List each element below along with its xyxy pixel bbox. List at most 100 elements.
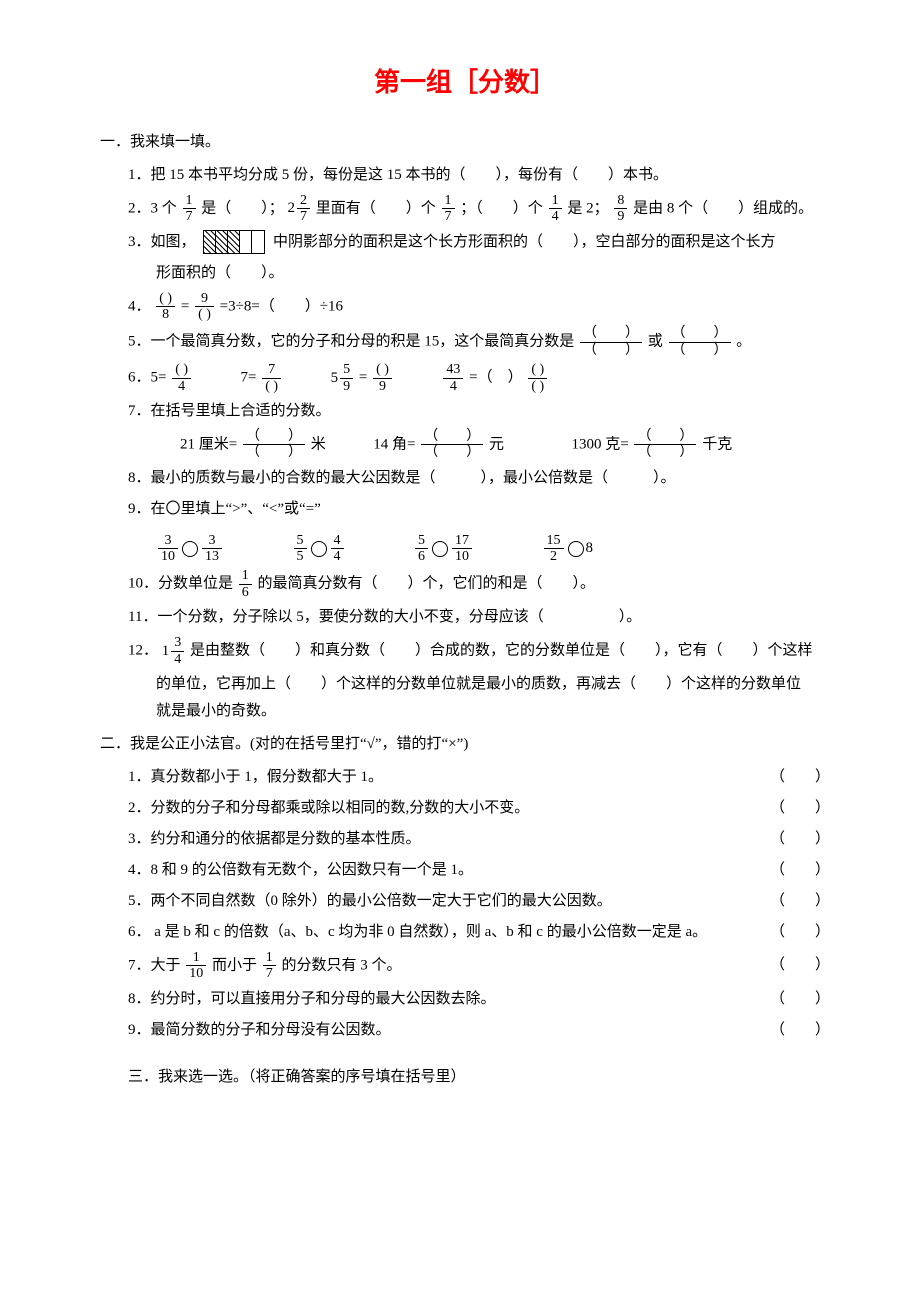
s1-q3: 3．如图， 中阴影部分的面积是这个长方形面积的（ ），空白部分的面积是这个长方 (128, 229, 830, 256)
text: 是（ ）； (201, 200, 284, 216)
text: 或 (648, 334, 663, 350)
text: 1300 克= (571, 436, 628, 452)
s1-q11: 11．一个分数，分子除以 5，要使分数的大小不变，分母应该（ ）。 (128, 604, 830, 631)
blank-fraction: （ ）（ ） (421, 429, 483, 461)
section2-head: 二．我是公正小法官。(对的在括号里打“√”，错的打“×”) (100, 731, 830, 758)
s1-q12: 12． 134 是由整数（ ）和真分数（ ）合成的数，它的分数单位是（ ），它有… (128, 635, 830, 667)
s2-q2: 2．分数的分子和分母都乘或除以相同的数,分数的大小不变。（ ） (128, 795, 830, 822)
tf-blank: （ ） (760, 826, 830, 853)
fraction: 16 (239, 568, 252, 600)
text: = (359, 369, 367, 385)
s1-q7: 21 厘米= （ ）（ ） 米 14 角= （ ）（ ） 元 1300 克= （… (180, 429, 830, 461)
section3-head: 三．我来选一选。（将正确答案的序号填在括号里） (128, 1064, 830, 1091)
text: 12． (128, 643, 158, 659)
s2-q7: 7．大于 110 而小于 17 的分数只有 3 个。 （ ） (128, 950, 830, 982)
mixed-number: 134 (162, 635, 187, 667)
text: 3．如图， (128, 234, 196, 250)
tf-text: 9．最简分数的分子和分母没有公因数。 (128, 1017, 760, 1044)
s2-q5: 5．两个不同自然数（0 除外）的最小公倍数一定大于它们的最大公因数。（ ） (128, 888, 830, 915)
tf-blank: （ ） (760, 986, 830, 1013)
s1-q4: 4． ( )8 = 9( ) =3÷8=（ ）÷16 (128, 291, 830, 323)
text: 7= (241, 369, 257, 385)
text: 8 (586, 535, 594, 562)
text: 元 (489, 436, 504, 452)
fraction: 7( ) (262, 362, 281, 394)
text: 是由整数（ ）和真分数（ ）合成的数，它的分数单位是（ ），它有（ ）个这样 (190, 643, 813, 659)
fraction: 56 (415, 533, 428, 565)
text: 是 2； (567, 200, 608, 216)
page-title: 第一组［分数］ (100, 60, 830, 107)
text: 5．一个最简真分数，它的分子和分母的积是 15，这个最简真分数是 (128, 334, 574, 350)
blank-fraction: （ ）（ ） (669, 326, 731, 358)
s1-q6: 6．5= ( )4 7= 7( ) 559 = ( )9 434 =（ ） ( … (128, 362, 830, 394)
tf-text: 3．约分和通分的依据都是分数的基本性质。 (128, 826, 760, 853)
fraction: 434 (443, 362, 463, 394)
s2-q4: 4．8 和 9 的公倍数有无数个，公因数只有一个是 1。（ ） (128, 857, 830, 884)
circle-blank-icon (182, 541, 198, 557)
tf-text: 6． a 是 b 和 c 的倍数（a、b、c 均为非 0 自然数），则 a、b … (128, 919, 760, 946)
text: = (181, 298, 189, 314)
s1-q1: 1．把 15 本书平均分成 5 份，每份是这 15 本书的（ ），每份有（ ）本… (128, 162, 830, 189)
s1-q7-head: 7．在括号里填上合适的分数。 (128, 398, 830, 425)
s1-q12-cont2: 就是最小的奇数。 (156, 698, 830, 725)
s1-q9: 310 313 55 44 56 1710 152 8 (156, 527, 830, 565)
fraction: 310 (158, 533, 178, 565)
s2-q8: 8．约分时，可以直接用分子和分母的最大公因数去除。（ ） (128, 986, 830, 1013)
s1-q8: 8．最小的质数与最小的合数的最大公因数是（ ），最小公倍数是（ ）。 (128, 465, 830, 492)
text: 千克 (702, 436, 732, 452)
fraction: ( )( ) (528, 362, 547, 394)
blank-fraction: （ ）（ ） (243, 429, 305, 461)
fraction: 55 (294, 533, 307, 565)
fraction: 44 (331, 533, 344, 565)
blank-fraction: （ ）（ ） (580, 326, 642, 358)
mixed-number: 559 (331, 362, 356, 394)
text: 米 (311, 436, 326, 452)
fraction: 89 (614, 193, 627, 225)
rectangle-diagram (203, 230, 265, 254)
text: 中阴影部分的面积是这个长方形面积的（ ），空白部分的面积是这个长方 (273, 234, 776, 250)
text: 里面有（ ）个 (316, 200, 436, 216)
text: 10．分数单位是 (128, 576, 233, 592)
tf-blank: （ ） (760, 795, 830, 822)
s1-q12-cont1: 的单位，它再加上（ ）个这样的分数单位就是最小的质数，再减去（ ）个这样的分数单… (156, 671, 830, 698)
tf-blank: （ ） (760, 888, 830, 915)
tf-blank: （ ） (760, 919, 830, 946)
s2-q1: 1．真分数都小于 1，假分数都大于 1。（ ） (128, 764, 830, 791)
fraction: 17 (442, 193, 455, 225)
s1-q5: 5．一个最简真分数，它的分子和分母的积是 15，这个最简真分数是 （ ）（ ） … (128, 326, 830, 358)
text: =（ ） (469, 369, 522, 385)
circle-blank-icon (568, 541, 584, 557)
fraction: 9( ) (195, 291, 214, 323)
text: 是由 8 个（ ）组成的。 (633, 200, 813, 216)
fraction: ( )9 (373, 362, 392, 394)
text: ；（ ）个 (460, 200, 543, 216)
tf-text: 8．约分时，可以直接用分子和分母的最大公因数去除。 (128, 986, 760, 1013)
s1-q2: 2．3 个 17 是（ ）； 227 里面有（ ）个 17 ；（ ）个 14 是… (128, 193, 830, 225)
text: 4． (128, 298, 151, 314)
circle-blank-icon (311, 541, 327, 557)
tf-blank: （ ） (760, 1017, 830, 1044)
s1-q3-cont: 形面积的（ ）。 (156, 260, 830, 287)
fraction: 17 (263, 950, 276, 982)
fraction: 152 (544, 533, 564, 565)
fraction: 17 (183, 193, 196, 225)
circle-blank-icon (432, 541, 448, 557)
text: 。 (736, 334, 751, 350)
s2-q6: 6． a 是 b 和 c 的倍数（a、b、c 均为非 0 自然数），则 a、b … (128, 919, 830, 946)
fraction: ( )8 (156, 291, 175, 323)
tf-text: 5．两个不同自然数（0 除外）的最小公倍数一定大于它们的最大公因数。 (128, 888, 760, 915)
fraction: 1710 (452, 533, 472, 565)
text: =3÷8=（ ）÷16 (220, 298, 343, 314)
mixed-number: 227 (288, 193, 313, 225)
fraction: 110 (186, 950, 206, 982)
s1-q10: 10．分数单位是 16 的最简真分数有（ ）个，它们的和是（ ）。 (128, 568, 830, 600)
text: 14 角= (373, 436, 415, 452)
tf-blank: （ ） (760, 952, 830, 979)
tf-blank: （ ） (760, 764, 830, 791)
text: 的最简真分数有（ ）个，它们的和是（ ）。 (258, 576, 596, 592)
tf-blank: （ ） (760, 857, 830, 884)
section1-head: 一．我来填一填。 (100, 129, 830, 156)
tf-text: 4．8 和 9 的公倍数有无数个，公因数只有一个是 1。 (128, 857, 760, 884)
fraction: ( )4 (172, 362, 191, 394)
text: 6．5= (128, 369, 166, 385)
